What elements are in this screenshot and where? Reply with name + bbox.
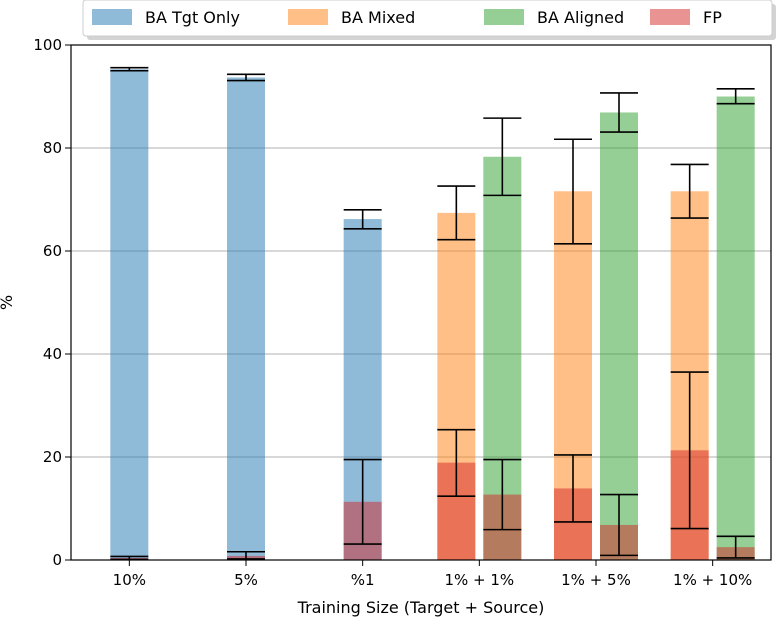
y-axis-label: % bbox=[0, 295, 16, 310]
legend-swatch-ba-tgt-only bbox=[92, 9, 132, 25]
x-tick-label: %1 bbox=[351, 571, 375, 589]
bar-ba-tgt-only bbox=[110, 69, 149, 560]
y-tick-label: 60 bbox=[43, 242, 62, 260]
y-tick-label: 80 bbox=[43, 139, 62, 157]
legend-label-fp: FP bbox=[703, 8, 722, 27]
x-tick-label: 10% bbox=[113, 571, 146, 589]
legend-swatch-fp bbox=[650, 9, 690, 25]
y-tick-label: 40 bbox=[43, 345, 62, 363]
legend-swatch-ba-mixed bbox=[288, 9, 328, 25]
bar-ba-aligned bbox=[716, 96, 755, 560]
bar-ba-aligned bbox=[600, 112, 638, 560]
plot-frame bbox=[70, 44, 772, 561]
x-axis-label: Training Size (Target + Source) bbox=[297, 598, 545, 617]
x-tick-label: 5% bbox=[234, 571, 258, 589]
legend-box bbox=[82, 0, 773, 37]
legend: BA Tgt Only BA Mixed BA Aligned FP bbox=[82, 0, 776, 40]
legend-label-ba-tgt-only: BA Tgt Only bbox=[145, 8, 240, 27]
legend-label-ba-mixed: BA Mixed bbox=[341, 8, 415, 27]
x-tick-label: 1% + 10% bbox=[673, 571, 752, 589]
legend-swatch-ba-aligned bbox=[484, 9, 524, 25]
gridlines bbox=[71, 44, 771, 561]
bars bbox=[110, 69, 755, 560]
y-tick-label: 100 bbox=[33, 36, 62, 54]
axis-ticks: 0 20 40 60 80 100 10% 5% %1 1% + 1% 1% + 5% 1% + 10… bbox=[33, 36, 752, 589]
legend-label-ba-aligned: BA Aligned bbox=[537, 8, 624, 27]
x-tick-label: 1% + 1% bbox=[444, 571, 514, 589]
y-tick-label: 0 bbox=[52, 551, 62, 569]
bar-ba-tgt-only bbox=[227, 77, 265, 560]
error-bars bbox=[110, 66, 755, 561]
x-tick-label: 1% + 5% bbox=[561, 571, 631, 589]
y-tick-label: 20 bbox=[43, 448, 62, 466]
